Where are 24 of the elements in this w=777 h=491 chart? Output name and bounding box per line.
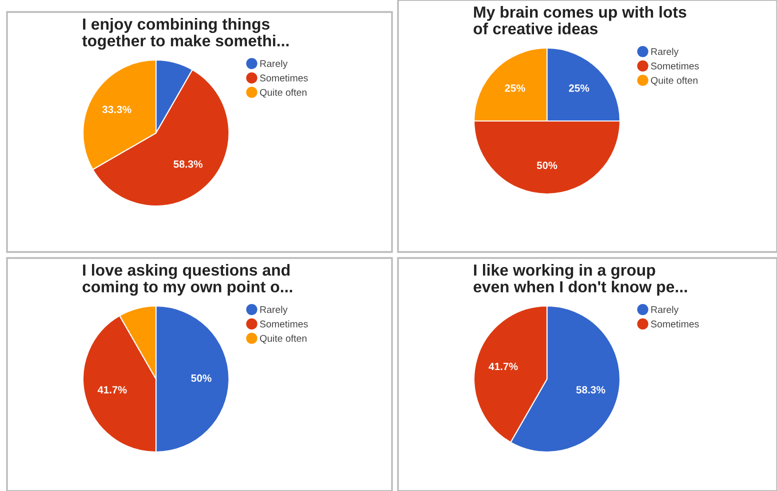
data-label: 50% [536,162,558,170]
data-label: 50% [191,374,212,382]
data-label: 41.7% [98,386,127,394]
legend-label: Quite often [260,88,306,98]
legend-label: Sometimes [260,320,308,328]
legend-label: Sometimes [650,320,699,328]
chart-title: I enjoy combining things together to make somethi... [82,18,289,50]
legend-label: Quite often [260,334,306,344]
data-label: 58.3% [576,386,606,394]
chart-title: I love asking questions and coming to my own point o... [82,264,292,296]
legend-label: Rarely [260,60,288,69]
legend-label: Rarely [651,48,679,57]
legend-label: Rarely [260,306,288,315]
legend-label: Sometimes [650,62,699,70]
legend-label: Quite often [650,76,698,86]
chart-title: I like working in a group even when I don't know pe... [474,264,687,296]
data-label: 41.7% [488,362,518,370]
legend-label: Sometimes [260,74,308,82]
data-label: 25% [504,84,526,92]
data-label: 25% [568,84,590,92]
chart-title: My brain comes up with lots of creative ideas [474,6,686,34]
data-label: 58.3% [174,160,203,168]
data-label: 33.3% [102,106,132,114]
legend-label: Rarely [651,306,679,315]
